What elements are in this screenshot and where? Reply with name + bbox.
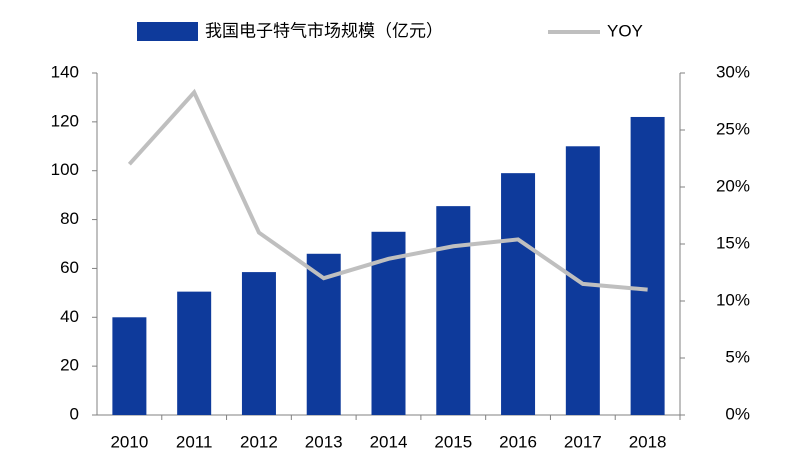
bar [501,173,536,415]
x-tick-label: 2015 [434,432,472,451]
legend-swatch [137,22,198,41]
bar [177,291,212,415]
y2-tick-label: 10% [716,290,750,309]
x-tick-label: 2012 [240,432,278,451]
x-tick-label: 2010 [110,432,148,451]
bar [112,317,147,415]
bar [436,206,471,415]
x-tick-label: 2017 [564,432,602,451]
y2-tick-label: 15% [716,233,750,252]
y-tick-label: 60 [60,258,79,277]
x-tick-label: 2014 [370,432,408,451]
y2-tick-label: 30% [716,62,750,81]
y2-tick-label: 0% [725,404,750,423]
y2-tick-label: 5% [725,347,750,366]
y-tick-label: 20 [60,356,79,375]
legend-label: 我国电子特气市场规模（亿元） [205,21,443,40]
x-tick-label: 2018 [629,432,667,451]
y-tick-label: 140 [51,62,79,81]
x-tick-label: 2016 [499,432,537,451]
y2-tick-label: 20% [716,176,750,195]
bar [630,116,665,415]
y-tick-label: 0 [70,404,79,423]
x-tick-label: 2013 [305,432,343,451]
y2-tick-label: 25% [716,119,750,138]
y-tick-label: 120 [51,111,79,130]
line [127,88,648,292]
bar [306,253,341,415]
bar [565,146,600,416]
x-tick-label: 2011 [176,432,213,451]
bar [241,272,276,415]
y-tick-label: 40 [60,307,79,326]
legend-label: YOY [607,21,643,40]
y-tick-label: 100 [51,160,79,179]
y-tick-label: 80 [60,209,79,228]
